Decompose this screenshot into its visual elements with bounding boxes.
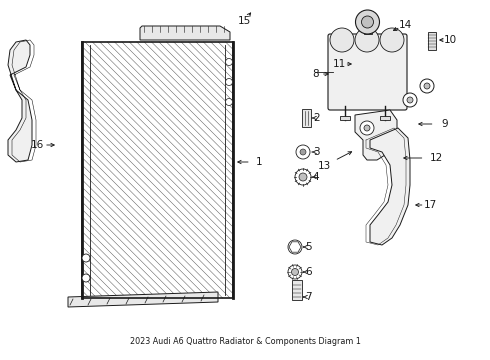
Text: 5: 5	[305, 242, 312, 252]
Text: 9: 9	[441, 119, 448, 129]
Circle shape	[225, 78, 232, 85]
Circle shape	[403, 93, 417, 107]
Circle shape	[292, 269, 298, 275]
Circle shape	[82, 254, 90, 262]
Text: 11: 11	[333, 59, 346, 69]
Bar	[364, 22, 371, 34]
Polygon shape	[68, 292, 218, 307]
Bar	[82, 42, 233, 298]
Polygon shape	[370, 128, 410, 245]
Text: 1: 1	[256, 157, 263, 167]
Circle shape	[407, 97, 413, 103]
FancyBboxPatch shape	[328, 34, 407, 110]
Polygon shape	[355, 110, 397, 160]
Circle shape	[225, 99, 232, 105]
Circle shape	[296, 145, 310, 159]
Circle shape	[82, 274, 90, 282]
Circle shape	[356, 10, 379, 34]
Circle shape	[380, 28, 404, 52]
Bar	[292, 280, 302, 300]
Circle shape	[364, 125, 370, 131]
Circle shape	[360, 121, 374, 135]
Text: 2023 Audi A6 Quattro Radiator & Components Diagram 1: 2023 Audi A6 Quattro Radiator & Componen…	[129, 338, 361, 346]
Bar	[340, 116, 350, 120]
Text: 2: 2	[313, 113, 319, 123]
Bar	[428, 32, 436, 50]
Text: 12: 12	[430, 153, 443, 163]
Circle shape	[330, 28, 354, 52]
Bar	[82, 42, 233, 298]
Bar	[380, 116, 390, 120]
Circle shape	[362, 16, 373, 28]
Text: 8: 8	[312, 69, 318, 79]
Circle shape	[420, 79, 434, 93]
Circle shape	[225, 58, 232, 66]
Circle shape	[288, 265, 302, 279]
Polygon shape	[8, 40, 32, 162]
Bar	[82, 42, 233, 298]
Circle shape	[355, 28, 379, 52]
Bar	[302, 109, 311, 127]
Text: 6: 6	[305, 267, 312, 277]
Text: 3: 3	[313, 147, 319, 157]
Polygon shape	[140, 26, 230, 40]
Text: 4: 4	[313, 172, 319, 182]
Text: 15: 15	[238, 15, 251, 26]
Circle shape	[299, 173, 307, 181]
Text: 17: 17	[424, 200, 438, 210]
Circle shape	[295, 169, 311, 185]
Text: 7: 7	[305, 292, 312, 302]
Text: 13: 13	[318, 161, 331, 171]
Circle shape	[300, 149, 306, 155]
Text: 14: 14	[399, 20, 413, 30]
Circle shape	[288, 240, 302, 254]
Circle shape	[424, 83, 430, 89]
Text: 10: 10	[444, 35, 457, 45]
Text: 16: 16	[30, 140, 44, 150]
